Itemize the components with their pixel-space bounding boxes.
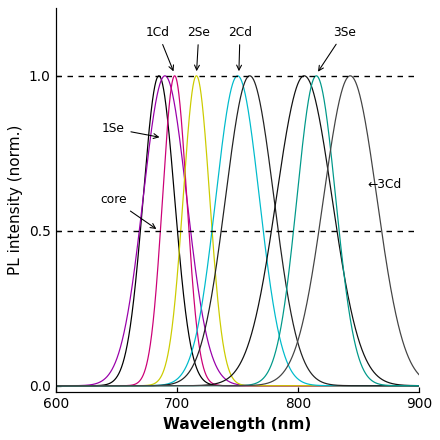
Text: 2Cd: 2Cd	[228, 26, 252, 70]
Text: 1Se: 1Se	[102, 122, 158, 139]
Text: 2Se: 2Se	[187, 26, 210, 70]
Text: ←3Cd: ←3Cd	[367, 178, 401, 191]
Text: 3Se: 3Se	[319, 26, 356, 71]
Y-axis label: PL intensity (norm.): PL intensity (norm.)	[7, 125, 22, 275]
Text: 1Cd: 1Cd	[146, 26, 173, 70]
Text: core: core	[101, 193, 155, 228]
X-axis label: Wavelength (nm): Wavelength (nm)	[164, 418, 312, 433]
